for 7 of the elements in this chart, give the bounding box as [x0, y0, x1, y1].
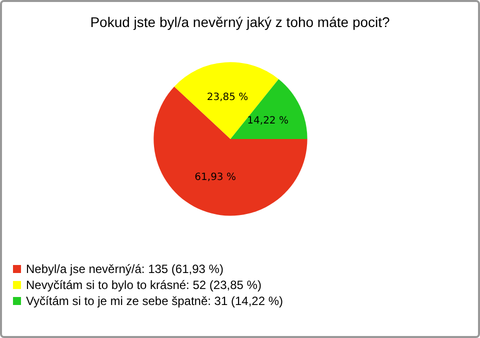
legend-label: Nevyčítám si to bylo to krásné: 52 (23,85 %) — [26, 278, 262, 292]
data-label: 14,22 % — [247, 116, 288, 127]
chart-title: Pokud jste byl/a nevěrný jaký z toho máte pocit? — [90, 14, 390, 30]
data-label: 61,93 % — [194, 172, 236, 183]
legend-label: Nebyl/a jse nevěrný/á: 135 (61,93 %) — [26, 262, 224, 276]
data-label: 23,85 % — [206, 92, 248, 104]
legend-label: Vyčítám si to je mi ze sebe špatně: 31 (14,22 %) — [26, 294, 284, 308]
